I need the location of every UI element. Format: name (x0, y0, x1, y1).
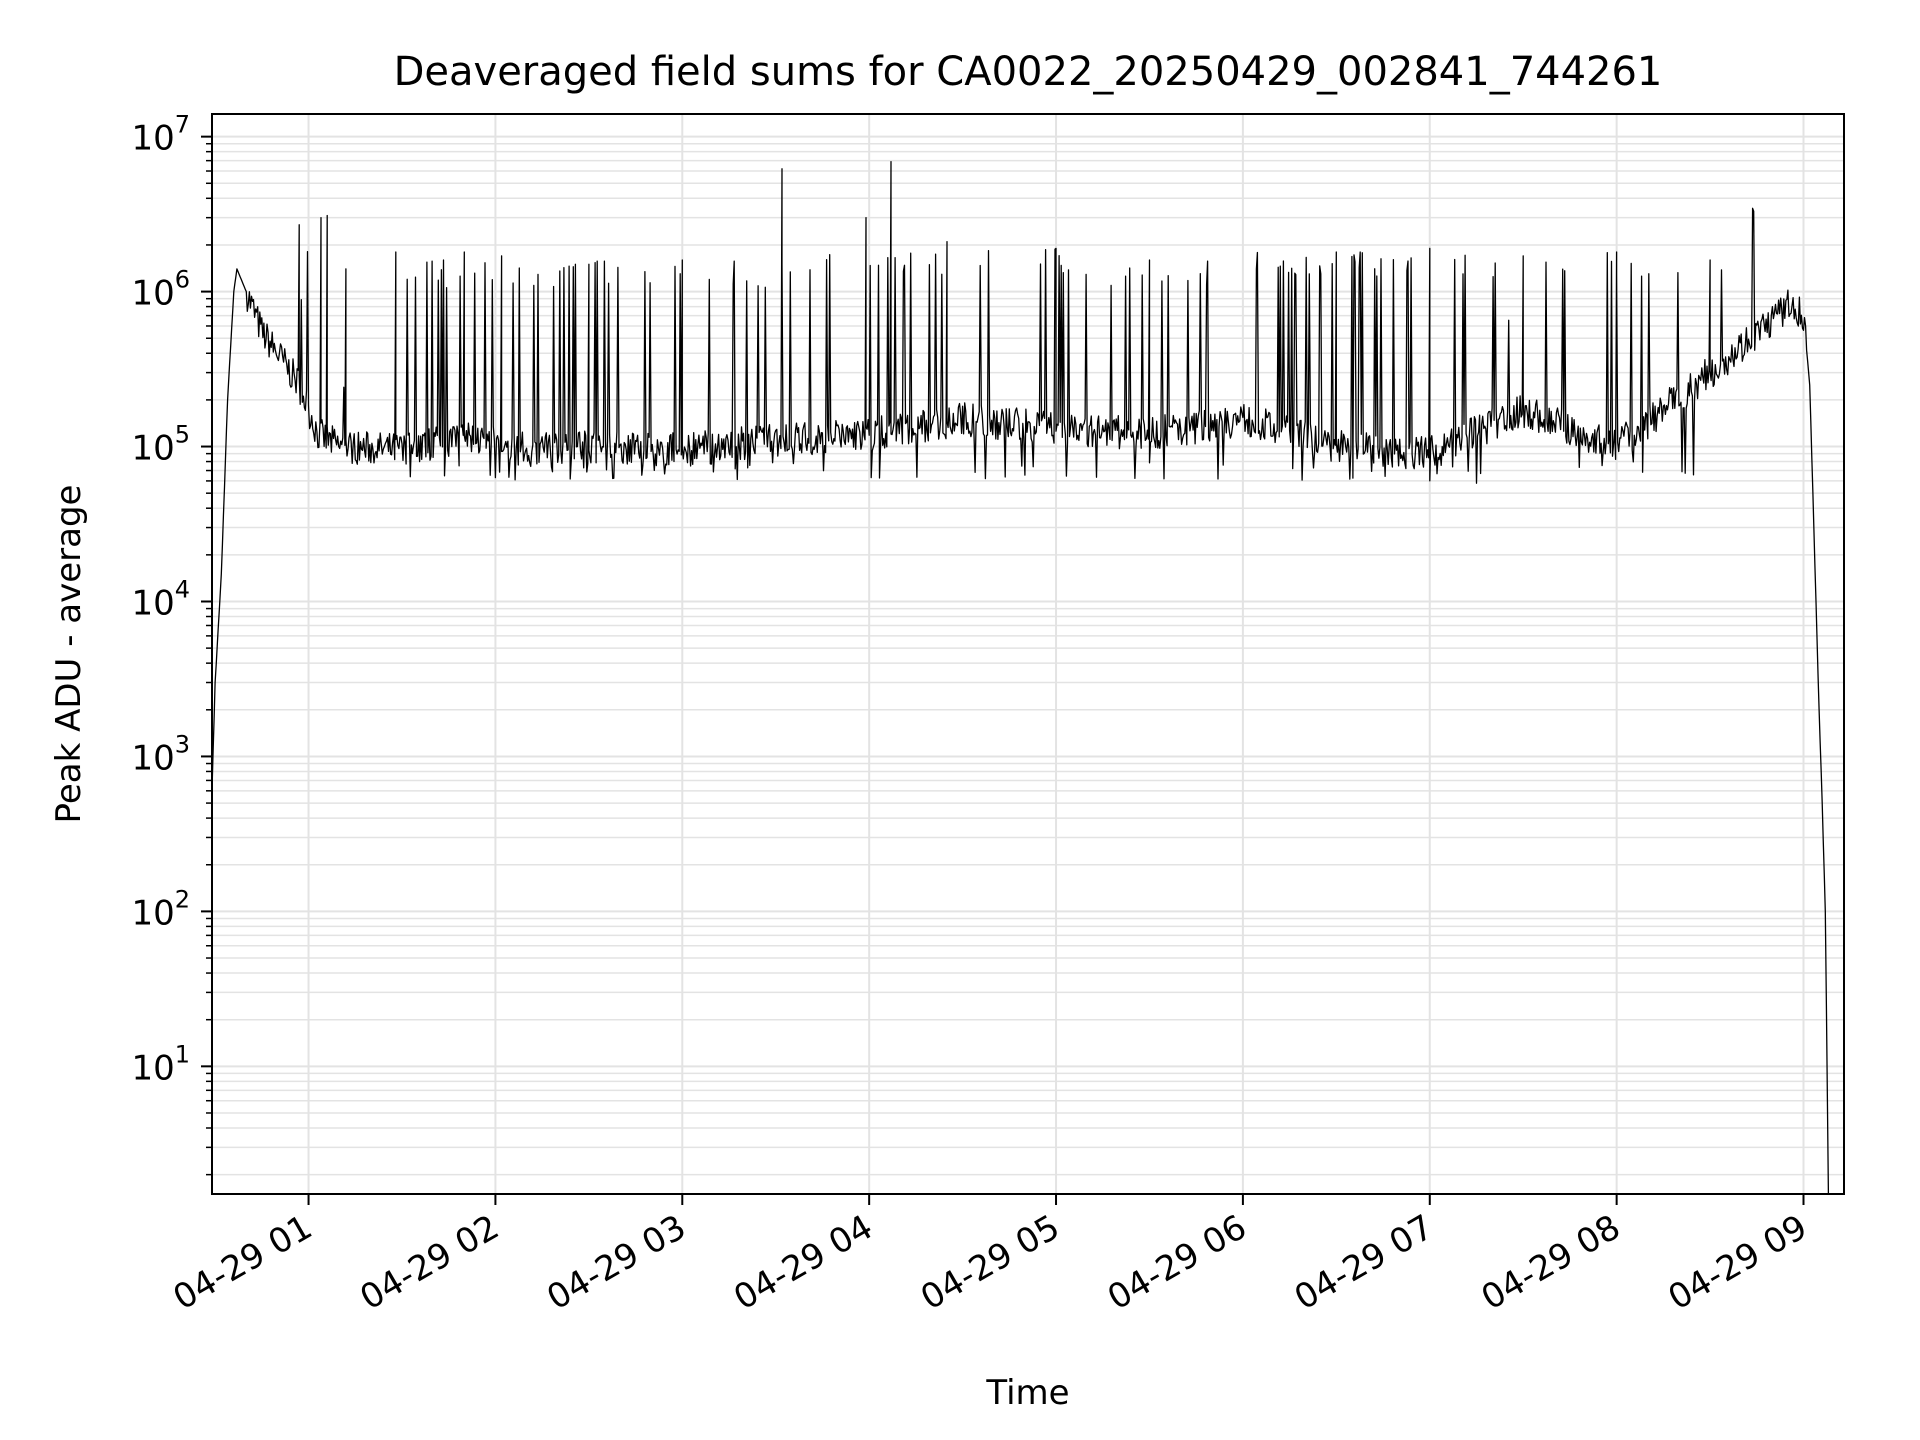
y-tick-label: 104 (131, 575, 190, 623)
series-line (212, 160, 1830, 1194)
plot-area-frame (211, 113, 1845, 1195)
chart-title: Deaveraged field sums for CA0022_2025042… (394, 49, 1663, 95)
y-tick-label: 102 (131, 885, 190, 933)
y-tick-label: 105 (131, 421, 190, 469)
y-tick-label: 101 (131, 1040, 190, 1088)
grid-layer (212, 114, 1844, 1194)
y-tick-label: 106 (131, 266, 190, 314)
y-axis: 101 102 103 104 105 106 107 (131, 111, 212, 1176)
y-tick-label: 107 (131, 111, 190, 159)
y-tick-label: 103 (131, 730, 190, 778)
data-series-layer (212, 160, 1830, 1194)
x-axis-label: Time (985, 1373, 1069, 1413)
y-axis-label: Peak ADU - average (49, 485, 89, 824)
